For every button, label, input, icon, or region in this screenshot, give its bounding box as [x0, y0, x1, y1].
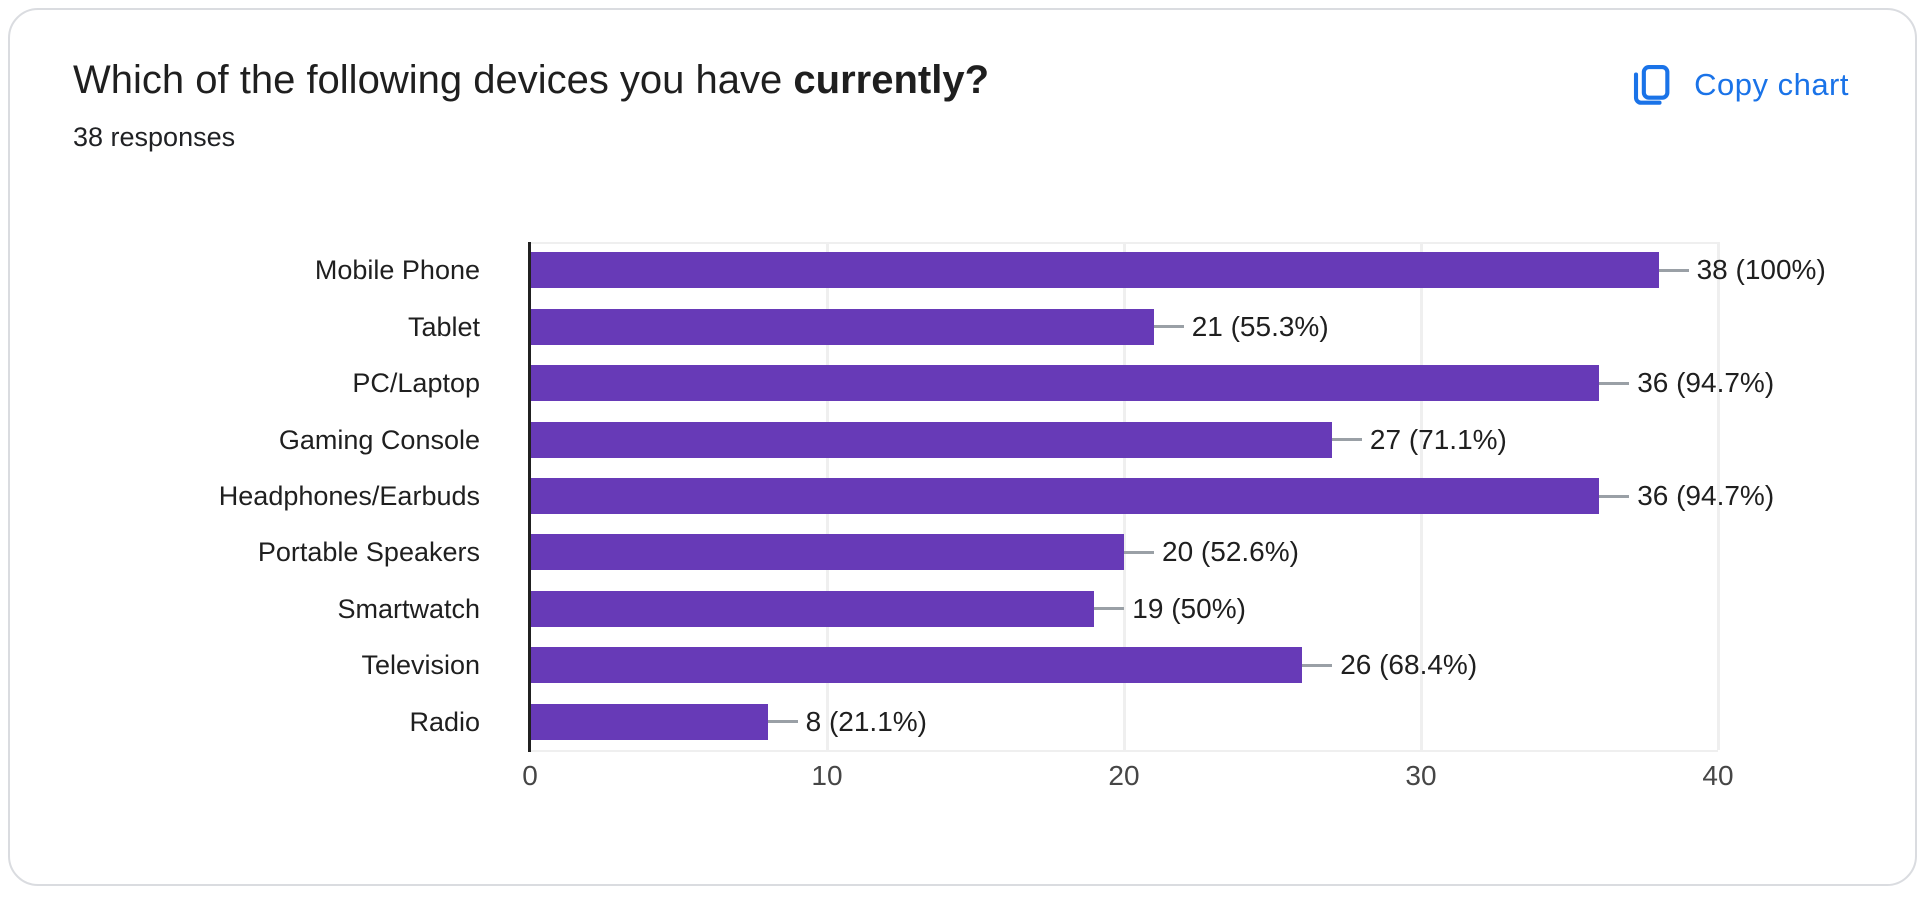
x-tick-label: 30	[1405, 760, 1436, 792]
x-tick-label: 0	[522, 760, 538, 792]
bar	[531, 478, 1599, 514]
bar	[531, 252, 1659, 288]
bar-value-label: 8 (21.1%)	[806, 703, 927, 741]
value-leader-line	[1332, 438, 1362, 441]
gridline-bottom	[530, 750, 1718, 752]
value-leader-line	[1599, 382, 1629, 385]
bar-value-label: 27 (71.1%)	[1370, 421, 1507, 459]
bar	[531, 365, 1599, 401]
value-leader-line	[768, 720, 798, 723]
category-label: Headphones/Earbuds	[50, 478, 480, 514]
category-label: Gaming Console	[50, 422, 480, 458]
bar-value-label: 26 (68.4%)	[1340, 646, 1477, 684]
value-leader-line	[1124, 551, 1154, 554]
category-label: Television	[50, 647, 480, 683]
category-label: Radio	[50, 704, 480, 740]
bar	[531, 422, 1332, 458]
category-label: Smartwatch	[50, 591, 480, 627]
bar	[531, 591, 1094, 627]
bar	[531, 534, 1124, 570]
value-leader-line	[1154, 325, 1184, 328]
value-leader-line	[1659, 269, 1689, 272]
bar-value-label: 38 (100%)	[1697, 251, 1826, 289]
value-leader-line	[1302, 664, 1332, 667]
category-label: Portable Speakers	[50, 534, 480, 570]
x-tick-label: 10	[811, 760, 842, 792]
gridline-top	[530, 242, 1718, 244]
bar-value-label: 36 (94.7%)	[1637, 364, 1774, 402]
x-tick-label: 20	[1108, 760, 1139, 792]
category-label: Tablet	[50, 309, 480, 345]
category-label: Mobile Phone	[50, 252, 480, 288]
value-leader-line	[1599, 495, 1629, 498]
bar	[531, 704, 768, 740]
bar	[531, 647, 1302, 683]
chart-card: Which of the following devices you have …	[8, 8, 1917, 886]
bar	[531, 309, 1154, 345]
bar-chart: 0 10 20 30 40 Mobile Phone 38 (100%) Tablet 21 (…	[10, 10, 1925, 904]
bar-value-label: 36 (94.7%)	[1637, 477, 1774, 515]
value-leader-line	[1094, 607, 1124, 610]
x-tick-label: 40	[1702, 760, 1733, 792]
bar-value-label: 21 (55.3%)	[1192, 308, 1329, 346]
bar-value-label: 19 (50%)	[1132, 590, 1246, 628]
category-label: PC/Laptop	[50, 365, 480, 401]
bar-value-label: 20 (52.6%)	[1162, 533, 1299, 571]
